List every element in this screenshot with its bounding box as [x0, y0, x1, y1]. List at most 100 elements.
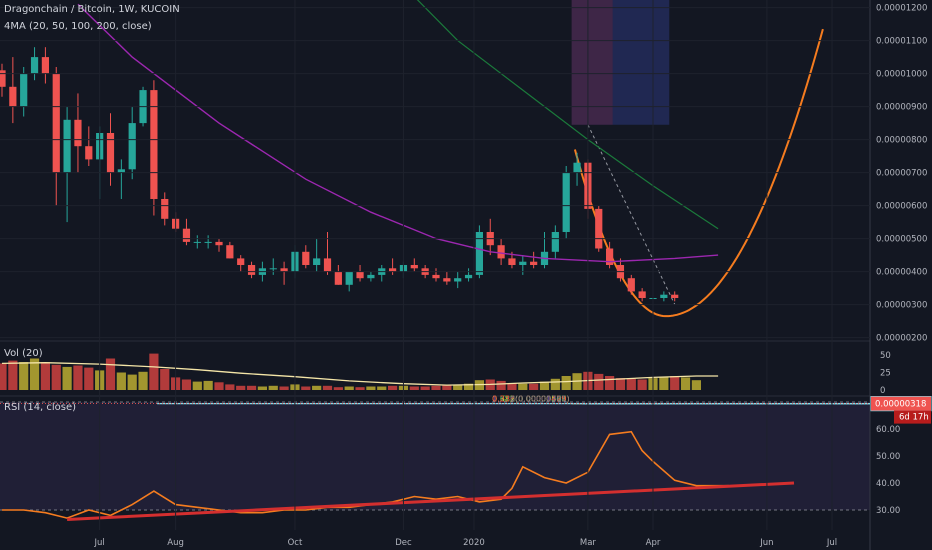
candle-body [551, 232, 559, 252]
volume-bar [377, 386, 387, 390]
volume-bar [268, 385, 278, 390]
volume-bar [670, 376, 680, 390]
candle-body [410, 265, 418, 269]
volume-bar [680, 377, 691, 390]
candle-body [530, 261, 538, 265]
volume-bar [203, 380, 213, 390]
volume-bar [127, 374, 137, 390]
x-tick-label: Jul [826, 538, 837, 548]
volume-bar [344, 386, 354, 390]
candle-body [215, 241, 223, 246]
rsi-label[interactable]: RSI (14, close) [4, 402, 77, 413]
volume-bar [138, 371, 148, 390]
volume-tick-label: 25 [880, 369, 891, 379]
volume-bar [73, 365, 83, 390]
rsi-tick-label: 30.00 [876, 506, 900, 516]
volume-bar [51, 364, 61, 390]
y-tick-label: 0.00000500 [876, 235, 927, 245]
volume-bar [8, 360, 18, 390]
volume-bar [116, 372, 126, 390]
fib-level-label: 1(0.00000845) [510, 395, 570, 404]
grid [0, 0, 871, 550]
candle-body [52, 73, 60, 173]
rsi-band [0, 402, 870, 510]
candle-body [182, 228, 191, 242]
rsi-tick-label: 40.00 [876, 479, 900, 489]
y-tick-label: 0.00000300 [876, 301, 927, 311]
candle-body [334, 271, 342, 285]
volume-bar [214, 382, 224, 390]
volume-bar [40, 362, 50, 390]
x-tick-label: 2020 [463, 538, 485, 548]
candle-body [519, 261, 527, 265]
volume-bar [659, 376, 669, 390]
volume-label[interactable]: Vol (20) [4, 348, 43, 359]
candle-body [204, 241, 212, 243]
volume-tick-label: 50 [880, 351, 891, 361]
candle-body [454, 278, 462, 282]
candle-body [671, 294, 679, 298]
y-tick-label: 0.00001000 [876, 70, 927, 80]
candle-body [323, 258, 332, 272]
y-tick-label: 0.00000200 [876, 334, 927, 344]
volume-bars [0, 353, 719, 390]
volume-bar [181, 379, 192, 390]
candle-body [128, 123, 136, 170]
volume-bar [463, 383, 474, 390]
volume-bar [615, 378, 626, 390]
volume-bar [257, 386, 267, 390]
volume-bar [160, 369, 170, 390]
candle-body [302, 251, 310, 265]
volume-bar [453, 385, 463, 390]
candle-body [497, 245, 505, 259]
candle-body [247, 265, 256, 275]
volume-bar [84, 367, 94, 390]
candle-body [573, 162, 581, 173]
candle-body [9, 86, 17, 107]
candle-body [161, 199, 169, 219]
volume-bar [442, 385, 452, 390]
candle-body [475, 232, 483, 275]
volume-bar [626, 378, 636, 390]
candle-body [562, 172, 570, 232]
rsi-trend-line [67, 481, 795, 521]
volume-bar [279, 386, 289, 390]
indicator-label[interactable]: 4MA (20, 50, 100, 200, close) [4, 21, 152, 32]
volume-bar [366, 386, 376, 390]
candle-body [313, 258, 321, 265]
volume-bar [507, 383, 517, 390]
volume-bar [236, 385, 246, 390]
volume-tick-label: 0 [880, 386, 885, 396]
fib-level-label: 0.382(0.00000509) [492, 395, 570, 404]
candle-body [432, 274, 440, 279]
fib-level-label: 0.5(0.00000573) [502, 395, 569, 404]
candle-body [356, 271, 364, 279]
candle-body [106, 133, 115, 173]
volume-bar [518, 383, 528, 390]
candle-body [0, 70, 6, 87]
y-tick-label: 0.00000800 [876, 136, 927, 146]
volume-bar [225, 384, 235, 390]
candle-body [226, 245, 234, 259]
candle-body [595, 208, 603, 249]
candle-body [389, 268, 397, 272]
volume-bar [409, 386, 419, 390]
candle-body [508, 258, 516, 265]
candle-body [193, 241, 201, 243]
volume-bar [691, 380, 701, 390]
candle-body [63, 119, 71, 173]
volume-bar [550, 378, 560, 390]
volume-bar [420, 386, 430, 390]
x-tick-label: Oct [288, 538, 303, 548]
candle-body [150, 90, 158, 199]
candle-body [660, 294, 668, 298]
volume-bar [301, 386, 311, 390]
countdown-label: 6d 17h [899, 413, 929, 423]
volume-bar [322, 385, 333, 390]
fib-zone [571, 0, 613, 125]
candle-body [237, 258, 245, 265]
volume-bar [0, 363, 7, 390]
candle-body [269, 268, 277, 270]
